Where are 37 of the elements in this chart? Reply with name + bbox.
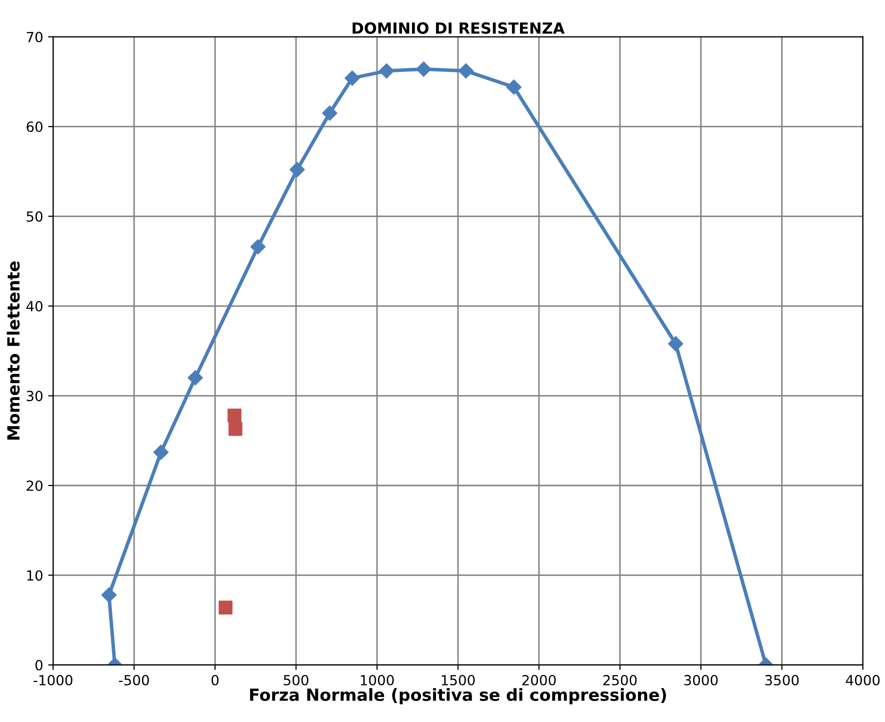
x-tick-label: -1000 — [34, 674, 72, 686]
x-tick-label: 1000 — [360, 674, 394, 686]
y-tick-label: 60 — [26, 122, 42, 132]
y-tick-label: 50 — [26, 211, 42, 222]
y-tick-label: 30 — [26, 390, 42, 402]
y-tick-label: 0 — [35, 660, 42, 670]
chart-title: DOMINIO DI RESISTENZA — [352, 22, 565, 34]
y-tick-label: 70 — [26, 32, 42, 42]
x-tick-label: 500 — [284, 674, 308, 686]
point — [322, 106, 338, 121]
y-axis-title: Momento Flettente — [6, 261, 20, 440]
x-tick-label: -500 — [118, 674, 149, 686]
point — [344, 70, 360, 86]
x-axis-title: Forza Normale (positiva se di compressione) — [250, 688, 666, 704]
point — [416, 62, 432, 77]
x-tick-label: 2000 — [522, 674, 556, 686]
x-tick-label: 2500 — [603, 674, 637, 686]
point — [668, 336, 684, 352]
point — [218, 600, 232, 614]
x-tick-label: 1500 — [442, 674, 475, 686]
x-tick-label: 4000 — [846, 674, 880, 686]
point — [228, 408, 242, 422]
y-tick-label: 40 — [26, 300, 42, 312]
x-tick-label: 3000 — [684, 674, 718, 686]
x-tick-label: 0 — [212, 674, 219, 686]
point — [188, 370, 203, 386]
point — [153, 444, 169, 460]
point — [228, 422, 242, 436]
point — [290, 162, 305, 178]
point — [250, 239, 266, 254]
y-tick-label: 10 — [27, 570, 42, 581]
point — [458, 63, 474, 78]
x-tick-label: 3500 — [765, 674, 799, 686]
point — [506, 80, 522, 95]
y-tick-label: 20 — [26, 480, 42, 491]
point — [378, 63, 394, 78]
point — [101, 587, 117, 603]
